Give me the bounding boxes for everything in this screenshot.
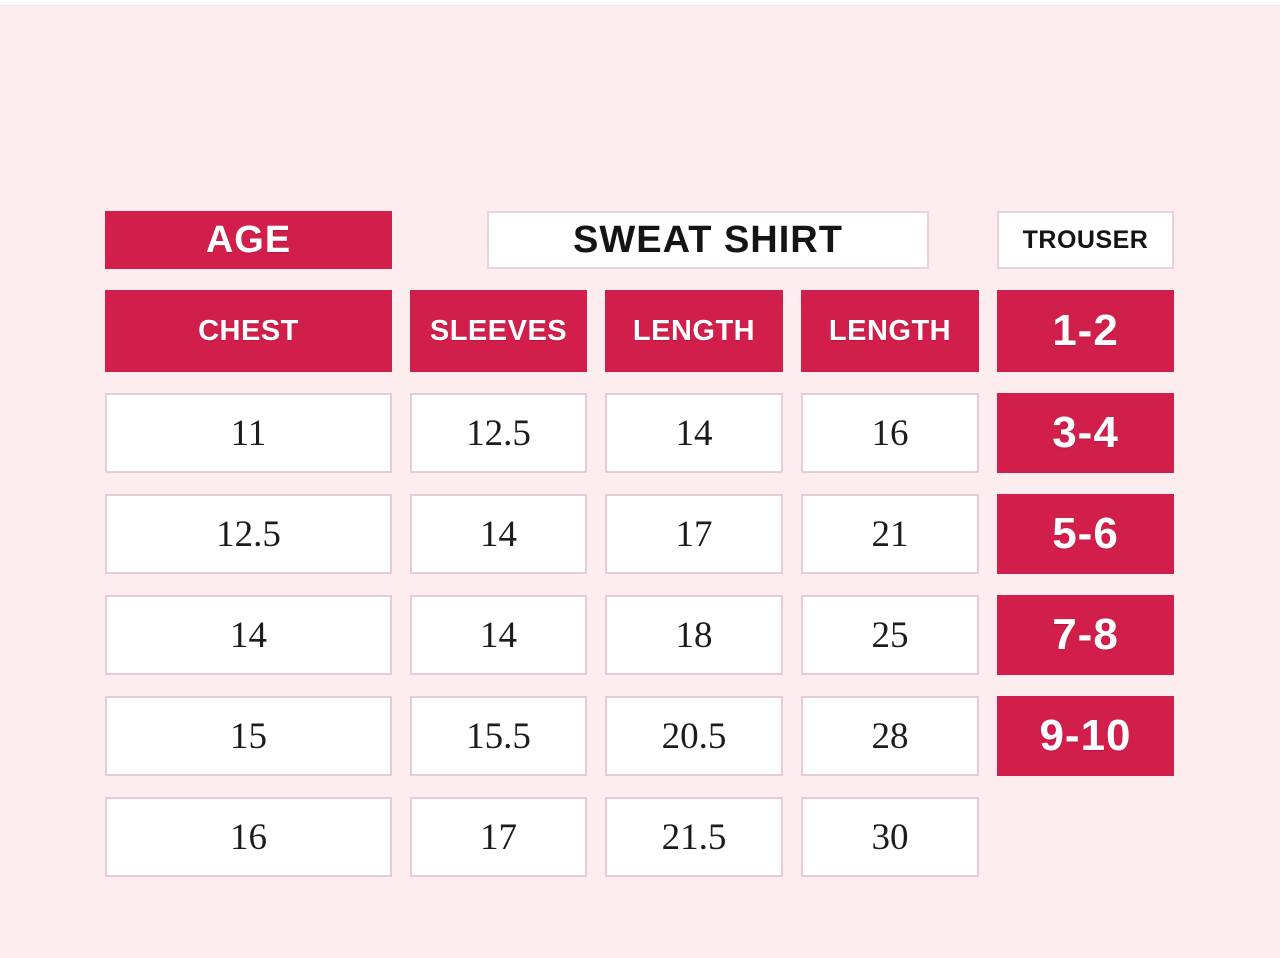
sweatshirt-group-label: SWEAT SHIRT	[573, 218, 843, 261]
trouser-group-label: TROUSER	[1022, 225, 1149, 254]
table-cell: 18	[605, 595, 783, 675]
table-cell: 14	[605, 393, 783, 473]
age-row-label: 9-10	[997, 696, 1174, 776]
age-row-label: 3-4	[997, 393, 1174, 473]
table-cell: 14	[410, 494, 587, 574]
table-cell: 12.5	[410, 393, 587, 473]
column-header-trouser-length: LENGTH	[801, 290, 979, 372]
column-header-length: LENGTH	[605, 290, 783, 372]
column-header-chest: CHEST	[105, 290, 392, 372]
table-cell: 28	[801, 696, 979, 776]
trouser-group-header: TROUSER	[997, 211, 1174, 269]
column-header-age: AGE	[105, 211, 392, 269]
table-cell: 17	[410, 797, 587, 877]
table-cell: 21	[801, 494, 979, 574]
table-cell: 30	[801, 797, 979, 877]
table-cell: 25	[801, 595, 979, 675]
table-cell: 17	[605, 494, 783, 574]
table-cell: 16	[105, 797, 392, 877]
table-cell: 14	[410, 595, 587, 675]
table-cell: 15.5	[410, 696, 587, 776]
age-row-label: 5-6	[997, 494, 1174, 574]
sweatshirt-group-header: SWEAT SHIRT	[487, 211, 929, 269]
size-chart-table: SWEAT SHIRT TROUSER AGE CHEST SLEEVES LE…	[105, 211, 1174, 877]
column-header-sleeves: SLEEVES	[410, 290, 587, 372]
table-cell: 16	[801, 393, 979, 473]
age-row-label: 1-2	[997, 290, 1174, 372]
age-row-label: 7-8	[997, 595, 1174, 675]
table-cell: 11	[105, 393, 392, 473]
top-edge-strip	[0, 0, 1280, 6]
table-cell: 12.5	[105, 494, 392, 574]
table-cell: 20.5	[605, 696, 783, 776]
table-cell: 14	[105, 595, 392, 675]
table-cell: 15	[105, 696, 392, 776]
table-cell: 21.5	[605, 797, 783, 877]
